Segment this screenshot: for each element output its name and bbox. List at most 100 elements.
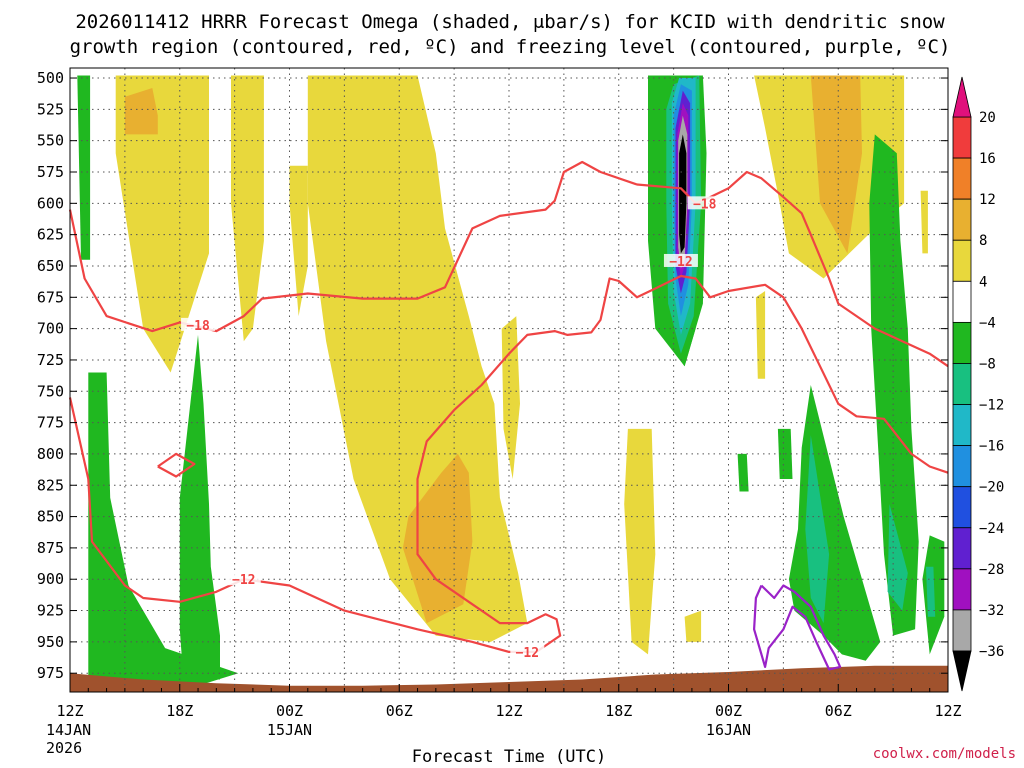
colorbar-swatch <box>952 363 972 405</box>
colorbar-swatch <box>952 116 972 159</box>
colorbar-label: −36 <box>979 644 1004 660</box>
credit-text: coolwx.com/models <box>873 746 1016 762</box>
colorbar: 20 16 12 8 4 −4 −8 −12 −16 −20 −24 −28 −32 −36 <box>952 76 1004 692</box>
y-tick-label: 550 <box>37 132 64 150</box>
omega-region-14 <box>88 372 239 686</box>
colorbar-label: 4 <box>979 274 987 290</box>
y-tick-label: 725 <box>37 351 64 369</box>
omega-region-11 <box>810 75 862 254</box>
colorbar-label: −24 <box>979 521 1004 537</box>
colorbar-label: 12 <box>979 192 996 208</box>
contour-label: −12 <box>232 573 255 588</box>
colorbar-swatch <box>952 486 972 529</box>
dendritic-contour-0 <box>68 160 949 368</box>
freezing-contour-0 <box>752 584 842 671</box>
contour-label: −12 <box>669 255 692 270</box>
y-tick-label: 850 <box>37 508 64 526</box>
colorbar-label: −8 <box>979 356 996 372</box>
dendritic-contour-1 <box>68 274 949 654</box>
colorbar-swatch <box>952 280 972 323</box>
y-tick-label: 625 <box>37 226 64 244</box>
x-tick-label: 00Z <box>715 702 742 720</box>
colorbar-swatch <box>952 198 972 241</box>
y-tick-label: 575 <box>37 163 64 181</box>
omega-region-20 <box>869 134 919 636</box>
contour-label-layer: −18 −12 −12 −12 −18 <box>181 196 722 661</box>
contour-label-bg <box>226 572 261 586</box>
contour-label-bg <box>687 196 722 210</box>
x-date-label: 16JAN <box>706 721 751 739</box>
omega-region-4 <box>307 75 528 642</box>
y-tick-label: 950 <box>37 633 64 651</box>
colorbar-swatch <box>952 404 972 447</box>
chart-title-line2: growth region (contoured, red, ºC) and f… <box>70 36 951 58</box>
colorbar-swatch <box>952 445 972 488</box>
y-tick-label: 775 <box>37 414 64 432</box>
x-tick-label: 06Z <box>825 702 852 720</box>
x-date-label: 15JAN <box>267 721 312 739</box>
colorbar-label: −20 <box>979 480 1004 496</box>
colorbar-label: −16 <box>979 439 1004 455</box>
y-tick-label: 925 <box>37 602 64 620</box>
colorbar-bottom-arrow <box>952 650 972 692</box>
x-tick-label: 12Z <box>495 702 522 720</box>
colorbar-swatch <box>952 157 972 200</box>
colorbar-label: −12 <box>979 398 1004 414</box>
x-axis-label: Forecast Time (UTC) <box>412 747 606 767</box>
y-tick-label: 825 <box>37 476 64 494</box>
omega-region-0 <box>115 75 209 373</box>
x-tick-label: 12Z <box>934 702 961 720</box>
omega-region-9 <box>755 291 766 379</box>
omega-region-17 <box>737 453 749 492</box>
x-year-label: 2026 <box>46 739 82 757</box>
x-tick-label: 00Z <box>276 702 303 720</box>
colorbar-label: −32 <box>979 603 1004 619</box>
x-tick-label: 12Z <box>56 702 83 720</box>
colorbar-top-arrow <box>952 76 972 118</box>
omega-region-32 <box>679 134 687 254</box>
y-tick-label: 700 <box>37 320 64 338</box>
colorbar-label: 16 <box>979 151 996 167</box>
colorbar-swatch <box>952 609 972 652</box>
contour-label: −18 <box>186 319 210 334</box>
contour-label-bg <box>181 317 216 331</box>
colorbar-label: −28 <box>979 562 1004 578</box>
colorbar-swatch <box>952 527 972 570</box>
colorbar-swatch <box>952 321 972 364</box>
y-tick-label: 650 <box>37 257 64 275</box>
colorbar-label: 20 <box>979 110 996 126</box>
x-tick-label: 06Z <box>386 702 413 720</box>
colorbar-swatch <box>952 239 972 282</box>
colorbar-label: 8 <box>979 233 987 249</box>
y-tick-label: 525 <box>37 100 64 118</box>
y-tick-label: 600 <box>37 194 64 212</box>
y-tick-label: 800 <box>37 445 64 463</box>
x-date-label: 14JAN <box>46 721 91 739</box>
contour-label-bg <box>663 253 698 267</box>
y-tick-label: 750 <box>37 382 64 400</box>
dendritic-contour-2 <box>157 452 196 478</box>
omega-region-8 <box>684 610 702 642</box>
y-tick-label: 500 <box>37 69 64 87</box>
y-tick-label: 875 <box>37 539 64 557</box>
contour-layer <box>68 160 949 671</box>
omega-region-5 <box>402 453 473 624</box>
omega-region-22 <box>805 435 830 624</box>
omega-region-12 <box>920 190 928 254</box>
y-axis: 500 525 550 575 600 625 650 675 700 725 750 775 800 8… <box>37 69 948 682</box>
contour-label: −18 <box>693 197 717 212</box>
chart-title-line1: 2026011412 HRRR Forecast Omega (shaded, … <box>75 11 945 33</box>
x-tick-label: 18Z <box>605 702 632 720</box>
colorbar-label: −4 <box>979 315 996 331</box>
y-tick-label: 900 <box>37 570 64 588</box>
omega-region-1 <box>124 88 158 135</box>
omega-region-13 <box>77 75 91 260</box>
contour-label: −12 <box>516 646 539 661</box>
colorbar-swatch <box>952 568 972 611</box>
contour-label-bg <box>510 644 545 658</box>
y-tick-label: 675 <box>37 288 64 306</box>
y-tick-label: 975 <box>37 664 64 682</box>
omega-region-3 <box>289 165 308 317</box>
